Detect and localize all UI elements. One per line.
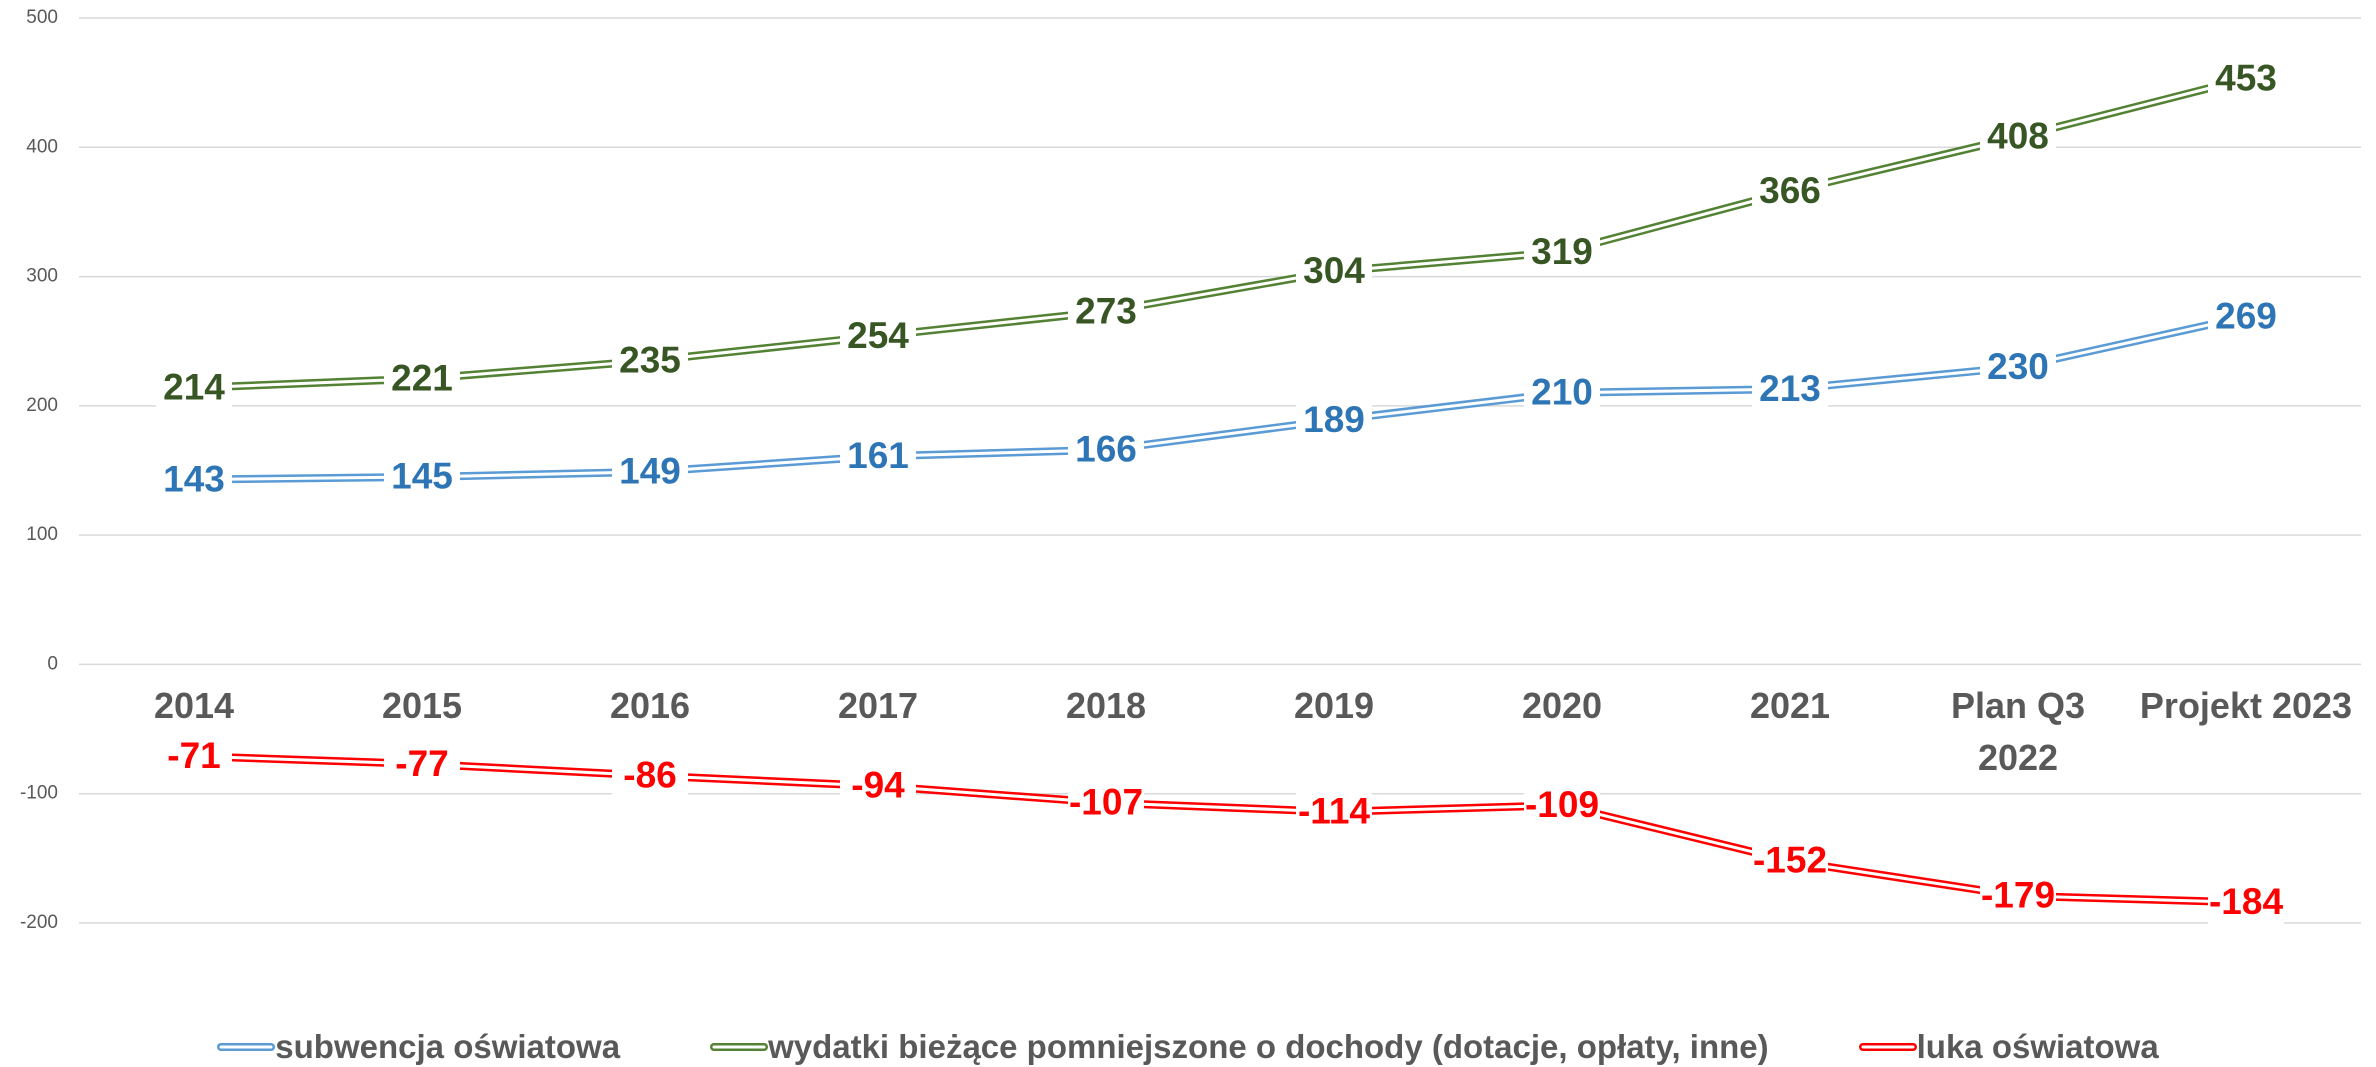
legend-swatch: [217, 1043, 276, 1051]
series: -71 -77 -86 -94 -107 -114 -109 -152 -179 -184: [156, 734, 2284, 925]
legend-label: wydatki bieżące pomniejszone o dochody (…: [768, 1028, 1769, 1065]
data-label: -179: [1981, 875, 2055, 916]
line-inner: [193, 754, 2247, 904]
label-bg: [2208, 294, 2284, 339]
data-label: 254: [847, 315, 909, 356]
label-bg: [840, 434, 916, 479]
label-bg: [156, 457, 232, 502]
x-tick-label: 2014: [153, 685, 235, 727]
label-bg: [1296, 789, 1372, 834]
label-bg: [1524, 370, 1600, 415]
label-bg: [156, 365, 232, 410]
label-bg: [384, 741, 460, 786]
data-label: 149: [619, 451, 681, 492]
label-bg: [1752, 169, 1828, 214]
label-bg: [1296, 249, 1372, 294]
line-inner: [193, 77, 2247, 390]
legend-item: luka oświatowa: [1858, 1028, 2159, 1066]
label-bg: [1752, 367, 1828, 412]
x-tick-label: 2019: [1293, 685, 1375, 727]
data-label: 213: [1759, 368, 1821, 409]
label-bg: [2208, 56, 2284, 101]
data-label: -107: [1069, 782, 1143, 823]
data-label: -184: [2209, 881, 2283, 922]
label-bg: [384, 454, 460, 499]
label-bg: [1980, 873, 2056, 918]
data-label: -114: [1298, 791, 1370, 832]
x-tick-label: 2017: [837, 685, 919, 727]
label-bg: [1068, 427, 1144, 472]
data-label: -71: [167, 735, 220, 776]
data-label: 189: [1303, 399, 1365, 440]
x-tick-label: 2021: [1749, 685, 1831, 727]
y-tick-label: 500: [26, 7, 58, 28]
legend-label: subwencja oświatowa: [275, 1028, 621, 1065]
data-label: 230: [1987, 346, 2049, 387]
x-tick-label: 2020: [1521, 685, 1603, 727]
label-bg: [1752, 838, 1828, 883]
series: 214 221 235 254 273 304 319 366 408 453: [156, 56, 2284, 410]
x-tick-label: Projekt 2023: [2139, 685, 2353, 727]
data-label: 269: [2215, 295, 2277, 336]
y-tick-label: 0: [47, 653, 58, 674]
x-tick-label: Plan Q3 2022: [1950, 685, 2086, 779]
x-tick-label: 2018: [1065, 685, 1147, 727]
x-tick-label: 2015: [381, 685, 463, 727]
data-label: 221: [391, 357, 453, 398]
label-bg: [840, 314, 916, 359]
line: [193, 312, 2247, 484]
data-label: 143: [163, 458, 225, 499]
series: 143 145 149 161 166 189 210 213 230 269: [156, 294, 2284, 502]
y-tick-label: -200: [20, 912, 58, 933]
data-label: 214: [163, 367, 225, 408]
label-bg: [1068, 780, 1144, 825]
y-tick-label: -100: [20, 783, 58, 804]
data-label: 408: [1987, 116, 2049, 157]
data-label: 304: [1303, 250, 1365, 291]
y-tick-label: 300: [26, 266, 58, 287]
label-bg: [2208, 880, 2284, 925]
label-bg: [1296, 398, 1372, 443]
label-bg: [1524, 783, 1600, 828]
data-label: 235: [619, 339, 681, 380]
data-label: 366: [1759, 170, 1821, 211]
legend-item: subwencja oświatowa: [217, 1028, 620, 1066]
data-label: 210: [1531, 372, 1593, 413]
data-label: 145: [391, 456, 453, 497]
data-label: -152: [1753, 840, 1827, 881]
y-tick-label: 400: [26, 136, 58, 157]
data-label: 319: [1531, 231, 1593, 272]
data-label: -86: [623, 754, 676, 795]
label-bg: [612, 753, 688, 798]
data-label: 161: [847, 435, 909, 476]
data-label: 453: [2215, 58, 2277, 99]
data-label: -77: [395, 743, 448, 784]
label-bg: [1068, 289, 1144, 334]
label-bg: [612, 338, 688, 383]
legend-swatch: [710, 1043, 769, 1051]
y-tick-label: 200: [26, 395, 58, 416]
label-bg: [1980, 345, 2056, 390]
data-label: 273: [1075, 290, 1137, 331]
label-bg: [384, 356, 460, 401]
legend-swatch: [1858, 1043, 1917, 1051]
label-bg: [1980, 114, 2056, 159]
label-bg: [1524, 230, 1600, 275]
label-bg: [840, 763, 916, 808]
legend: subwencja oświatowa wydatki bieżące pomni…: [0, 1028, 2376, 1066]
data-label: -94: [851, 765, 905, 806]
label-bg: [156, 734, 232, 779]
data-label: -109: [1525, 784, 1599, 825]
legend-label: luka oświatowa: [1916, 1028, 2159, 1065]
x-tick-label: 2016: [609, 685, 691, 727]
y-tick-label: 100: [26, 524, 58, 545]
data-label: 166: [1075, 429, 1137, 470]
label-bg: [612, 449, 688, 494]
line-inner: [193, 315, 2247, 482]
legend-item: wydatki bieżące pomniejszone o dochody (…: [710, 1028, 1769, 1066]
line: [193, 74, 2247, 392]
